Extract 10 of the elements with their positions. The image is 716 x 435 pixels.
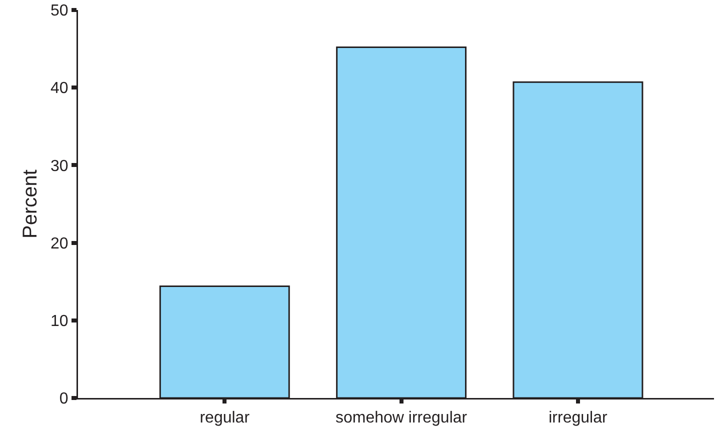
y-tick-label: 30 [50,158,68,175]
x-tick-label: regular [200,410,250,427]
y-tick-label: 40 [50,80,68,98]
x-tick-label: irregular [548,410,608,427]
x-tick-label: somehow irregular [335,410,468,427]
y-tick-label: 10 [50,313,68,330]
y-tick-label: 20 [50,235,68,252]
y-tick-label: 0 [59,390,68,408]
y-tick-label: 50 [50,2,68,20]
y-axis-title: Percent [19,169,42,238]
